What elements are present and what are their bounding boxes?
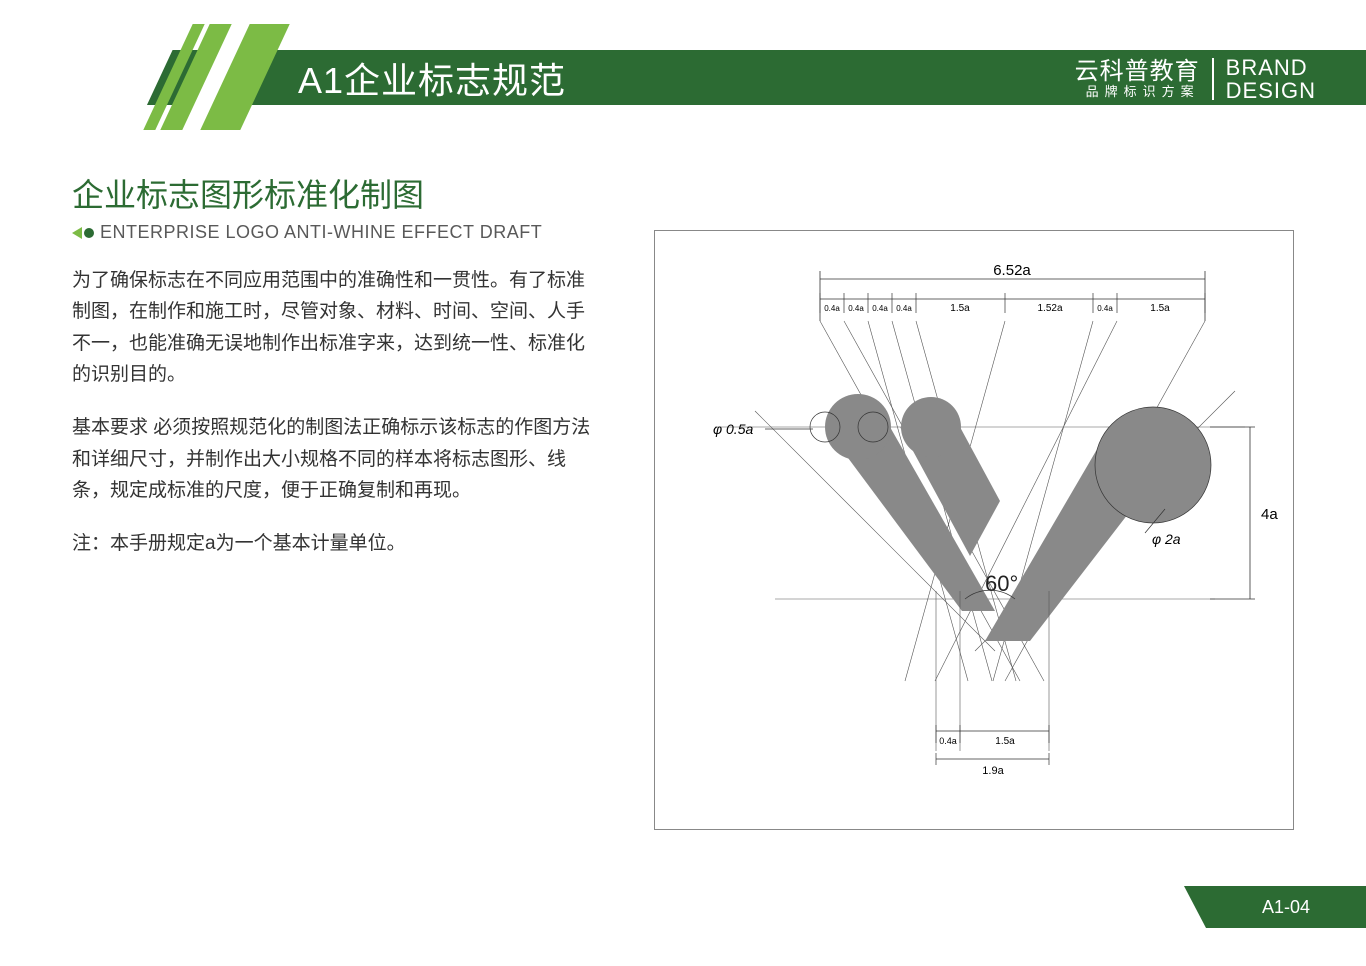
content-area: 企业标志图形标准化制图 ENTERPRISE LOGO ANTI-WHINE E…: [72, 170, 1294, 886]
page-number-tab: A1-04: [1206, 886, 1366, 928]
dim-seg-5: 1.52a: [1037, 303, 1062, 314]
page-title: A1企业标志规范: [298, 52, 566, 104]
dim-bottom-left: 0.4a: [939, 736, 957, 746]
paragraph-3: 注：本手册规定a为一个基本计量单位。: [72, 528, 592, 559]
dim-height: 4a: [1261, 506, 1278, 523]
diagram-svg: 6.52a 0.4a 0.4a 0.4a 0.4a 1.5a 1.52a 0.4…: [655, 231, 1295, 831]
brand-name-cn: 云科普教育: [1075, 58, 1200, 86]
section-subtitle: ENTERPRISE LOGO ANTI-WHINE EFFECT DRAFT: [100, 222, 542, 243]
dim-bottom-total: 1.9a: [982, 765, 1004, 777]
brand-tagline-cn: 品牌标识方案: [1075, 85, 1200, 100]
dim-seg-0: 0.4a: [824, 304, 840, 313]
dim-bottom-right: 1.5a: [995, 736, 1015, 747]
page-number: A1-04: [1262, 897, 1310, 918]
dim-total-width: 6.52a: [993, 262, 1031, 279]
header: A1企业标志规范 云科普教育 品牌标识方案 BRAND DESIGN: [0, 0, 1366, 130]
paragraph-1: 为了确保标志在不同应用范围中的准确性和一贯性。有了标准制图，在制作和施工时，尽管…: [72, 265, 592, 390]
dim-seg-6: 0.4a: [1097, 304, 1113, 313]
technical-diagram: 6.52a 0.4a 0.4a 0.4a 0.4a 1.5a 1.52a 0.4…: [654, 230, 1294, 830]
label-phi-small: φ 0.5a: [713, 421, 753, 437]
brand-chinese: 云科普教育 品牌标识方案: [1075, 58, 1214, 101]
dim-seg-3: 0.4a: [896, 304, 912, 313]
section-title: 企业标志图形标准化制图: [72, 170, 1294, 216]
dim-seg-2: 0.4a: [872, 304, 888, 313]
brand-en-top: BRAND: [1226, 56, 1316, 79]
bullet-triangle-icon: [72, 227, 82, 239]
label-phi-large: φ 2a: [1152, 531, 1181, 547]
brand-en-bottom: DESIGN: [1226, 79, 1316, 102]
dim-seg-1: 0.4a: [848, 304, 864, 313]
dim-seg-7: 1.5a: [1150, 303, 1170, 314]
paragraph-2: 基本要求 必须按照规范化的制图法正确标示该标志的作图方法和详细尺寸，并制作出大小…: [72, 412, 592, 506]
dim-seg-4: 1.5a: [950, 303, 970, 314]
brand-english: BRAND DESIGN: [1214, 56, 1316, 102]
bullet-dot-icon: [84, 228, 94, 238]
brand-block: 云科普教育 品牌标识方案 BRAND DESIGN: [1075, 56, 1316, 102]
